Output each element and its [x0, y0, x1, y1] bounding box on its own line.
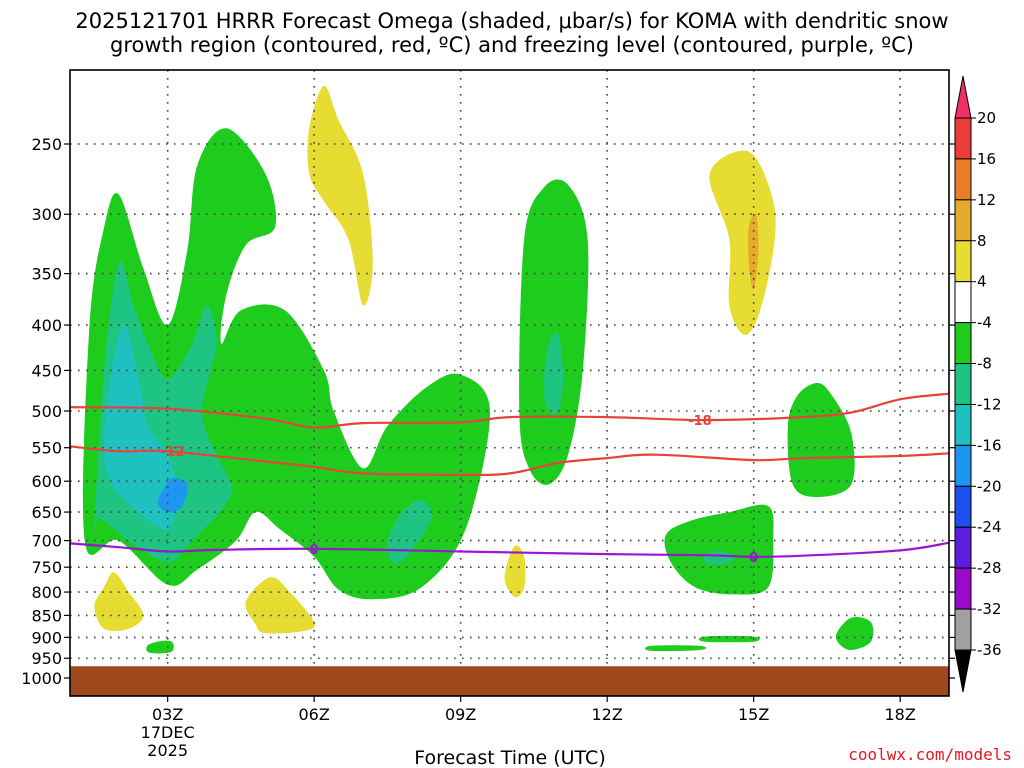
- colorbar-label--8: -8: [977, 355, 992, 373]
- colorbar-label-16: 16: [977, 150, 996, 168]
- y-tick-label-250: 250: [31, 135, 62, 154]
- y-tick-label-650: 650: [31, 503, 62, 522]
- x-tick-label-15Z: 15Z: [738, 705, 769, 724]
- x-tick-label-18Z: 18Z: [885, 705, 916, 724]
- omega-region-4: [787, 383, 855, 497]
- x-tick-label-12Z: 12Z: [592, 705, 623, 724]
- omega-region-17: [94, 572, 144, 632]
- contour-label-3: 0: [310, 543, 319, 558]
- colorbar-label--12: -12: [977, 395, 1002, 413]
- plot-frame: [69, 69, 950, 697]
- y-tick-label-550: 550: [31, 439, 62, 458]
- omega-region-6: [146, 640, 174, 654]
- colorbar-label-12: 12: [977, 191, 996, 209]
- y-axis-ticks: 250 300 350 400 450 500 550 600 650 700 750 800 850 9…: [21, 135, 955, 688]
- colorbar-block-13: [954, 608, 972, 651]
- colorbar-block-12: [954, 567, 972, 610]
- omega-region-2: [519, 179, 589, 485]
- colorbar-label--16: -16: [977, 436, 1002, 454]
- y-tick-label-1000: 1000: [21, 669, 62, 688]
- colorbar-block-9: [954, 444, 972, 487]
- contour-line--18: [70, 392, 949, 429]
- omega-shaded-regions: [82, 85, 874, 654]
- colorbar-block-4: [954, 240, 972, 283]
- colorbar-block-6: [954, 322, 972, 365]
- x-tick-date: 17DEC: [141, 723, 195, 742]
- ground-below-surface: [70, 666, 949, 696]
- omega-region-15: [307, 85, 373, 306]
- omega-region-13: [104, 324, 178, 530]
- colorbar-block-10: [954, 485, 972, 528]
- colorbar-block-1: [954, 117, 972, 160]
- temperature-contours: [70, 392, 949, 558]
- colorbar-block-3: [954, 199, 972, 242]
- colorbar-block-7: [954, 363, 972, 405]
- chart-title-line2: growth region (contoured, red, ºC) and f…: [110, 33, 914, 57]
- x-tick-label-09Z: 09Z: [445, 705, 476, 724]
- y-tick-label-700: 700: [31, 532, 62, 551]
- colorbar-label-20: 20: [977, 109, 996, 127]
- x-axis-label: Forecast Time (UTC): [414, 747, 605, 768]
- y-tick-label-900: 900: [31, 628, 62, 647]
- colorbar-label--36: -36: [977, 641, 1002, 659]
- omega-region-18: [245, 577, 315, 634]
- contour-label-2: -18: [688, 414, 712, 429]
- contour-label-1: -12: [161, 445, 185, 460]
- omega-region-11: [543, 332, 564, 415]
- y-tick-label-750: 750: [31, 558, 62, 577]
- omega-region-20: [748, 213, 759, 290]
- colorbar-label-4: 4: [977, 273, 987, 291]
- colorbar: 20 16 12 8 4 -4 -8 -12 -16 -20 -24 -28 -32 -36: [954, 75, 1002, 693]
- y-tick-label-400: 400: [31, 316, 62, 335]
- colorbar-label--4: -4: [977, 314, 992, 332]
- y-tick-label-800: 800: [31, 583, 62, 602]
- omega-region-14: [157, 477, 188, 513]
- y-tick-label-600: 600: [31, 472, 62, 491]
- colorbar-label--20: -20: [977, 477, 1002, 495]
- contour-line-0: [70, 541, 949, 558]
- y-tick-label-500: 500: [31, 402, 62, 421]
- x-tick-year: 2025: [147, 741, 188, 760]
- omega-region-8: [698, 635, 760, 643]
- x-tick-label-06Z: 06Z: [299, 705, 330, 724]
- y-tick-label-450: 450: [31, 361, 62, 380]
- colorbar-block-5: [954, 281, 972, 324]
- colorbar-bottom-triangle: [954, 649, 972, 693]
- y-tick-label-300: 300: [31, 205, 62, 224]
- dotted-grid: [70, 70, 949, 667]
- y-tick-label-350: 350: [31, 265, 62, 284]
- colorbar-label--24: -24: [977, 518, 1002, 536]
- chart-title-line1: 2025121701 HRRR Forecast Omega (shaded, …: [75, 9, 948, 33]
- omega-region-5: [835, 617, 874, 651]
- colorbar-label--28: -28: [977, 559, 1002, 577]
- colorbar-block-2: [954, 158, 972, 201]
- contour-line--12: [70, 445, 949, 476]
- omega-region-7: [645, 645, 707, 652]
- colorbar-block-8: [954, 403, 972, 446]
- contour-label-4: 0: [749, 551, 758, 566]
- colorbar-block-11: [954, 526, 972, 569]
- colorbar-top-triangle: [954, 75, 972, 119]
- colorbar-label-8: 8: [977, 232, 987, 250]
- omega-region-10: [386, 499, 432, 564]
- colorbar-label--32: -32: [977, 600, 1002, 618]
- omega-region-16: [709, 150, 776, 335]
- credit-text: coolwx.com/models: [848, 745, 1012, 764]
- contour-labels: -12 -18 0 0: [161, 414, 758, 566]
- omega-region-19: [504, 545, 526, 598]
- omega-region-3: [664, 504, 774, 595]
- y-tick-label-950: 950: [31, 649, 62, 668]
- x-tick-label-03Z: 03Z: [152, 705, 183, 724]
- y-tick-label-850: 850: [31, 606, 62, 625]
